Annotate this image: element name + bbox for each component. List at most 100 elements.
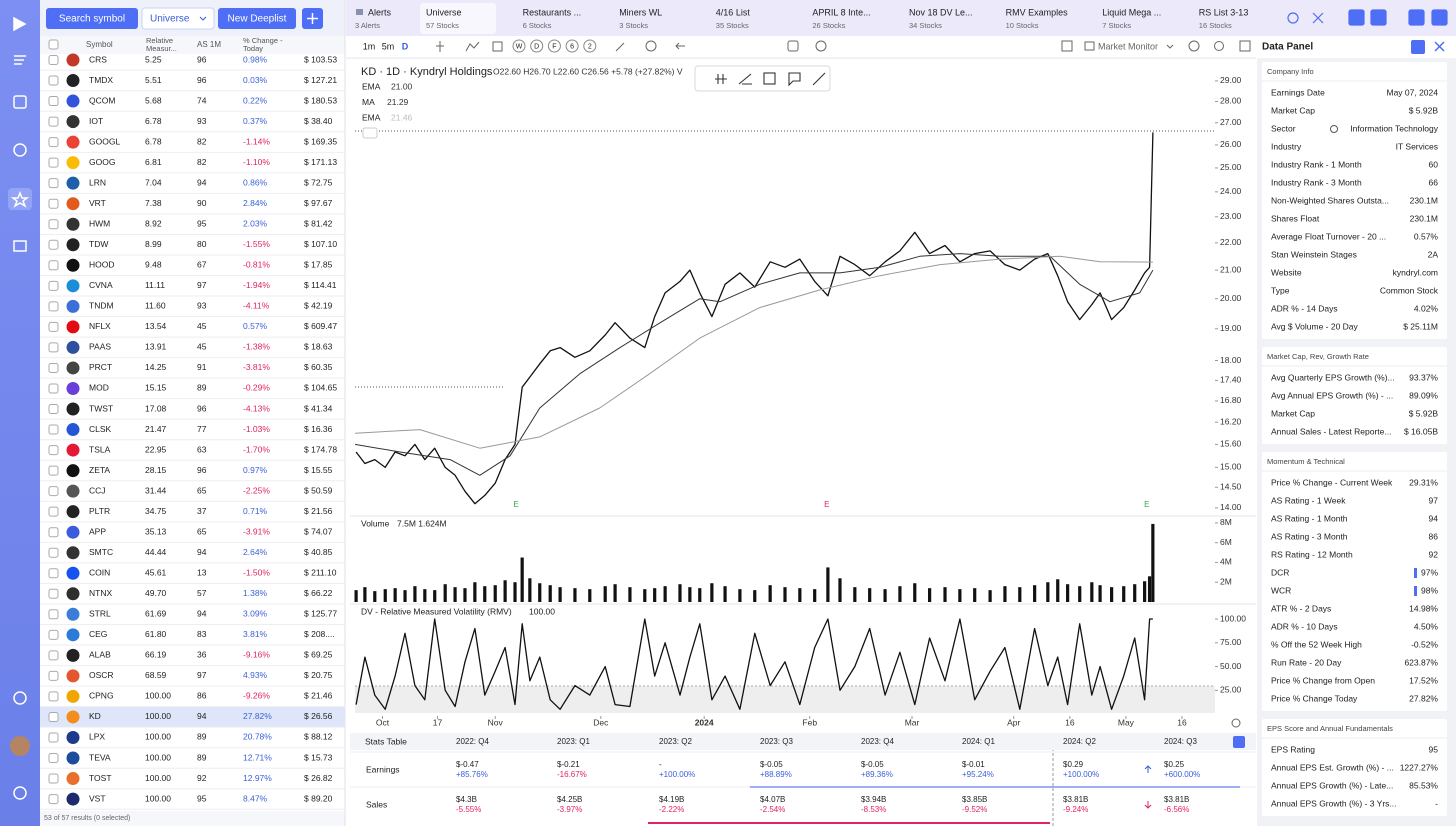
x-icon[interactable] [1312, 12, 1324, 24]
symbol[interactable]: TWST [89, 403, 113, 413]
row-checkbox[interactable] [48, 239, 59, 250]
row-checkbox[interactable] [48, 362, 59, 373]
interval-circle[interactable] [583, 39, 597, 53]
row-checkbox[interactable] [48, 568, 59, 579]
interval-label[interactable]: 2 [588, 43, 592, 50]
symbol[interactable]: PLTR [89, 506, 110, 516]
row-checkbox[interactable] [48, 178, 59, 189]
symbol[interactable]: NFLX [89, 321, 111, 331]
row-checkbox[interactable] [48, 691, 59, 702]
tool[interactable] [436, 41, 444, 52]
tool[interactable] [788, 72, 801, 87]
tab-name[interactable]: RS List 3-13 [1199, 7, 1249, 17]
symbol[interactable]: NTNX [89, 588, 112, 598]
row-checkbox[interactable] [48, 301, 59, 312]
tool[interactable] [492, 41, 503, 52]
row-checkbox[interactable] [48, 670, 59, 681]
symbol[interactable]: OSCR [89, 670, 114, 680]
tool[interactable] [815, 40, 827, 52]
collapse-button[interactable] [362, 127, 378, 139]
tab-count[interactable]: 10 Stocks [1006, 21, 1039, 30]
tool[interactable] [615, 42, 625, 52]
row-checkbox[interactable] [48, 55, 59, 65]
symbol[interactable]: SMTC [89, 547, 113, 557]
tool[interactable] [763, 72, 776, 85]
row-checkbox[interactable] [48, 527, 59, 538]
nav-icon[interactable] [13, 95, 27, 109]
grid-icon[interactable] [1431, 9, 1448, 26]
tool[interactable] [1214, 41, 1224, 51]
logo[interactable] [13, 16, 27, 32]
tool[interactable] [645, 40, 657, 52]
symbol[interactable]: TEVA [89, 752, 111, 762]
avatar[interactable] [10, 736, 30, 756]
symbol[interactable]: IOT [89, 116, 103, 126]
symbol[interactable]: CCJ [89, 485, 106, 495]
tool[interactable] [787, 40, 799, 52]
symbol[interactable]: CRS [89, 54, 107, 64]
tab-name[interactable]: Universe [426, 7, 462, 17]
symbol[interactable]: VST [89, 793, 106, 803]
tab-name[interactable]: 4/16 List [716, 7, 751, 17]
edit-button[interactable] [1411, 40, 1425, 54]
row-checkbox[interactable] [48, 711, 59, 722]
symbol[interactable]: TDW [89, 239, 108, 249]
symbol[interactable]: TMDX [89, 75, 113, 85]
row-checkbox[interactable] [48, 280, 59, 291]
symbol[interactable]: CVNA [89, 280, 113, 290]
tab-count[interactable]: 6 Stocks [523, 21, 552, 30]
tab-name[interactable]: Liquid Mega ... [1102, 7, 1161, 17]
universe-text[interactable]: Universe [150, 14, 190, 25]
interval[interactable]: D [402, 41, 409, 51]
tool[interactable] [1188, 40, 1200, 52]
tool[interactable] [465, 41, 480, 52]
row-checkbox[interactable] [48, 794, 59, 805]
list-icon[interactable] [1408, 9, 1425, 26]
tab-count[interactable]: 3 Alerts [355, 21, 380, 30]
close-button[interactable] [1434, 41, 1445, 52]
tool[interactable] [738, 73, 752, 85]
row-checkbox[interactable] [48, 198, 59, 209]
search-button[interactable] [46, 8, 138, 29]
row-checkbox[interactable] [48, 96, 59, 107]
interval[interactable]: 1m [363, 41, 376, 51]
interval-label[interactable]: W [516, 43, 523, 50]
universe-dropdown[interactable] [141, 7, 215, 30]
row-checkbox[interactable] [48, 260, 59, 271]
row-checkbox[interactable] [48, 75, 59, 86]
tab-name[interactable]: Restaurants ... [523, 7, 582, 17]
symbol[interactable]: KD [89, 711, 101, 721]
tab-name[interactable]: Alerts [368, 7, 392, 17]
interval-label[interactable]: 6 [570, 43, 574, 50]
symbol[interactable]: PAAS [89, 342, 111, 352]
symbol[interactable]: COIN [89, 568, 110, 578]
symbol[interactable]: VRT [89, 198, 106, 208]
row-checkbox[interactable] [48, 157, 59, 168]
tab-count[interactable]: 26 Stocks [812, 21, 845, 30]
tool[interactable] [1061, 40, 1073, 52]
tool[interactable] [1239, 40, 1251, 52]
row-checkbox[interactable] [48, 424, 59, 435]
symbol[interactable]: TOST [89, 773, 112, 783]
symbol[interactable]: QCOM [89, 95, 115, 105]
row-checkbox[interactable] [48, 609, 59, 620]
row-checkbox[interactable] [48, 547, 59, 558]
symbol[interactable]: TSLA [89, 444, 111, 454]
interval-circle[interactable] [530, 39, 544, 53]
nav-icon[interactable] [13, 143, 27, 157]
row-checkbox[interactable] [48, 404, 59, 415]
symbol[interactable]: APP [89, 526, 106, 536]
nav-icon[interactable] [10, 190, 30, 208]
symbol[interactable]: GOOG [89, 157, 115, 167]
new-deeplist-text[interactable]: New Deeplist [228, 14, 287, 25]
row-checkbox[interactable] [48, 650, 59, 661]
symbol[interactable]: LPX [89, 732, 105, 742]
tab-count[interactable]: 35 Stocks [716, 21, 749, 30]
new-deeplist-button[interactable] [218, 8, 296, 29]
interval-circle[interactable] [565, 39, 579, 53]
row-checkbox[interactable] [48, 342, 59, 353]
row-checkbox[interactable] [48, 506, 59, 517]
tab-count[interactable]: 7 Stocks [1102, 21, 1131, 30]
share-icon[interactable] [1287, 12, 1299, 24]
row-checkbox[interactable] [48, 383, 59, 394]
